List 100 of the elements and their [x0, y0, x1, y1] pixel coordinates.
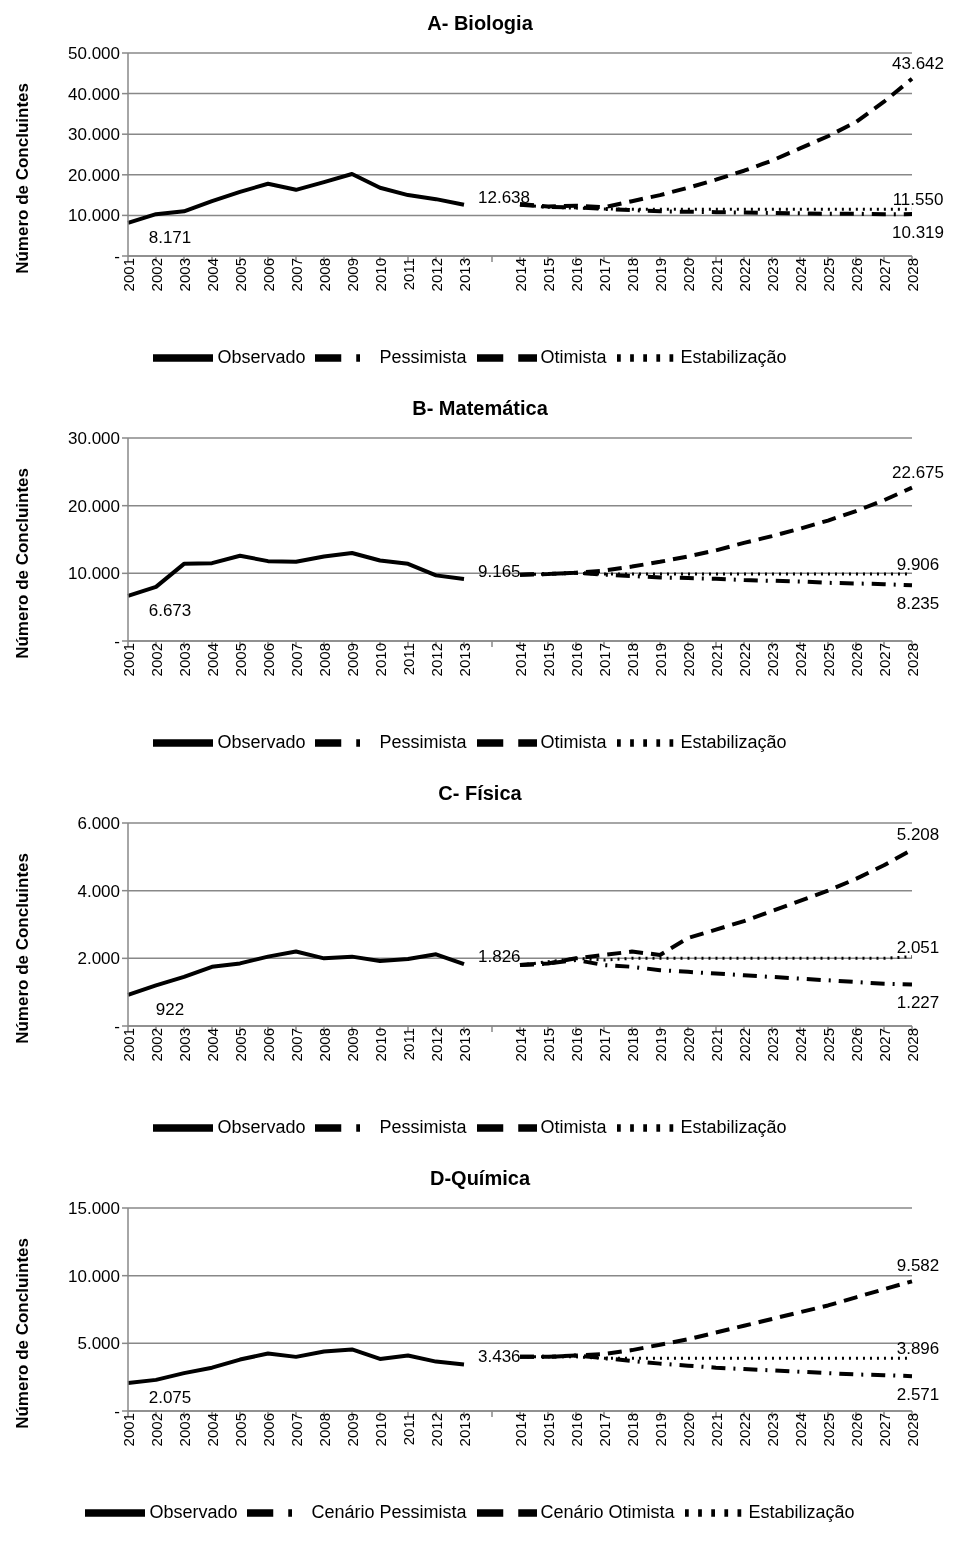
legend-label: Pessimista [379, 731, 467, 752]
x-tick-label: 2010 [371, 258, 389, 292]
x-tick-label: 2027 [875, 1028, 893, 1062]
x-tick-label: 2025 [819, 258, 837, 292]
x-tick-label: 2003 [175, 258, 193, 292]
x-tick-label: 2022 [735, 1413, 753, 1447]
annotation: 9.582 [896, 1256, 940, 1276]
x-tick-label: 2020 [679, 1028, 697, 1062]
x-tick-label: 2015 [539, 1413, 557, 1447]
chart-title: C- Física [437, 781, 523, 806]
x-tick-label: 2020 [679, 643, 697, 677]
y-axis-title: Número de Concluintes [13, 852, 33, 1044]
x-tick-label: 2023 [763, 643, 781, 677]
x-tick-label: 2013 [455, 258, 473, 292]
x-tick-label: 2028 [903, 1413, 921, 1447]
legend-label: Otimista [540, 731, 607, 752]
chart-title: A- Biologia [426, 11, 534, 36]
x-tick-label: 2003 [175, 643, 193, 677]
x-tick-label: 2009 [343, 643, 361, 677]
x-tick-label: 2025 [819, 643, 837, 677]
x-tick-label: 2027 [875, 643, 893, 677]
x-tick-label: 2014 [511, 258, 529, 292]
annotation: 8.171 [148, 227, 192, 247]
x-tick-label: 2008 [315, 643, 333, 677]
x-tick-label: 2007 [287, 258, 305, 292]
y-tick-label: - [114, 632, 120, 652]
x-tick-label: 2001 [119, 258, 137, 292]
annotation: 5.208 [896, 824, 940, 844]
x-tick-label: 2001 [119, 643, 137, 677]
x-tick-label: 2019 [651, 643, 669, 677]
x-tick-label: 2006 [259, 1413, 277, 1447]
x-tick-label: 2002 [147, 1028, 165, 1062]
x-tick-label: 2027 [875, 258, 893, 292]
x-tick-label: 2026 [847, 1413, 865, 1447]
y-tick-label: 20.000 [68, 496, 120, 516]
y-tick-label: 50.000 [68, 44, 120, 64]
annotation: 3.896 [896, 1339, 940, 1359]
x-tick-label: 2022 [735, 643, 753, 677]
x-tick-label: 2011 [399, 1028, 417, 1061]
x-tick-label: 2002 [147, 258, 165, 292]
annotation: 2.571 [896, 1385, 940, 1405]
x-tick-label: 2004 [203, 1413, 221, 1447]
annotation: 1.826 [478, 947, 521, 967]
y-axis-title: Número de Concluintes [13, 1237, 33, 1429]
x-tick-label: 2014 [511, 1028, 529, 1062]
x-tick-label: 2015 [539, 643, 557, 677]
annotation: 6.673 [148, 600, 192, 620]
x-tick-label: 2013 [455, 643, 473, 677]
legend-label: Estabilização [680, 346, 787, 367]
x-tick-label: 2008 [315, 258, 333, 292]
y-tick-label: 2.000 [77, 949, 120, 969]
annotation: 43.642 [892, 53, 944, 73]
chart-title: B- Matemática [411, 396, 549, 421]
annotation: 2.051 [896, 937, 940, 957]
y-tick-label: - [114, 1402, 120, 1422]
x-tick-label: 2012 [427, 258, 445, 292]
x-tick-label: 2021 [707, 1413, 725, 1447]
x-tick-label: 2018 [623, 1413, 641, 1447]
x-tick-label: 2012 [427, 643, 445, 677]
x-tick-label: 2018 [623, 1028, 641, 1062]
x-tick-label: 2016 [567, 258, 585, 292]
x-tick-label: 2007 [287, 643, 305, 677]
x-tick-label: 2026 [847, 258, 865, 292]
y-tick-label: - [114, 1017, 120, 1037]
x-tick-label: 2003 [175, 1413, 193, 1447]
x-tick-label: 2004 [203, 1028, 221, 1062]
annotation: 8.235 [896, 594, 940, 614]
x-tick-label: 2007 [287, 1413, 305, 1447]
x-tick-label: 2014 [511, 643, 529, 677]
x-tick-label: 2017 [595, 1413, 613, 1447]
x-tick-label: 2013 [455, 1028, 473, 1062]
x-tick-label: 2010 [371, 1028, 389, 1062]
x-tick-label: 2024 [791, 1413, 809, 1447]
x-tick-label: 2006 [259, 258, 277, 292]
x-tick-label: 2009 [343, 1413, 361, 1447]
annotation: 11.550 [892, 190, 944, 210]
x-tick-label: 2024 [791, 1028, 809, 1062]
x-tick-label: 2001 [119, 1413, 137, 1447]
x-tick-label: 2026 [847, 643, 865, 677]
annotation: 1.227 [896, 993, 940, 1013]
annotation: 3.436 [478, 1347, 521, 1367]
legend-label: Cenário Otimista [540, 1501, 675, 1522]
y-tick-label: 4.000 [77, 881, 120, 901]
y-tick-label: 20.000 [68, 165, 120, 185]
x-tick-label: 2011 [399, 258, 417, 291]
x-tick-label: 2020 [679, 1413, 697, 1447]
y-axis-title: Número de Concluintes [13, 467, 33, 659]
x-tick-label: 2017 [595, 258, 613, 292]
x-tick-label: 2025 [819, 1028, 837, 1062]
x-tick-label: 2007 [287, 1028, 305, 1062]
legend-label: Observado [217, 731, 306, 752]
x-tick-label: 2015 [539, 1028, 557, 1062]
x-tick-label: 2012 [427, 1413, 445, 1447]
x-tick-label: 2006 [259, 643, 277, 677]
x-tick-label: 2003 [175, 1028, 193, 1062]
y-tick-label: 40.000 [68, 84, 120, 104]
y-tick-label: 10.000 [68, 1266, 120, 1286]
annotation: 10.319 [892, 223, 944, 243]
annotation: 2.075 [148, 1387, 192, 1407]
x-tick-label: 2004 [203, 258, 221, 292]
